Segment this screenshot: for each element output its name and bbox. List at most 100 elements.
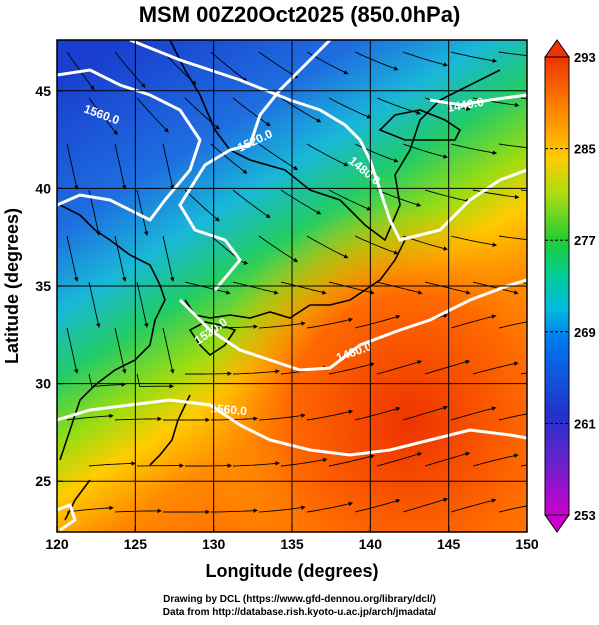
streamline: [162, 327, 175, 374]
x-tick-label: 140: [359, 536, 383, 552]
colorbar-tick-label: 293: [574, 50, 596, 65]
streamline: [258, 143, 299, 171]
streamline: [258, 235, 299, 263]
streamline: [376, 281, 423, 295]
streamline: [114, 508, 163, 514]
streamline: [306, 501, 354, 513]
streamline: [258, 321, 306, 329]
streamline: [498, 321, 527, 329]
streamline: [114, 143, 127, 190]
streamline: [136, 373, 175, 389]
streamline: [136, 281, 149, 328]
streamline: [498, 235, 527, 241]
streamline: [450, 51, 498, 63]
wind-streamlines: [66, 51, 527, 515]
streamline: [354, 314, 401, 329]
streamline: [66, 505, 114, 513]
streamline: [258, 413, 306, 421]
y-tick-label: 35: [35, 278, 51, 294]
streamline: [354, 406, 401, 421]
streamline: [184, 189, 220, 222]
streamline: [258, 51, 299, 79]
streamline: [472, 97, 520, 108]
streamline: [232, 461, 280, 467]
y-axis-label: Latitude (degrees): [2, 208, 22, 364]
colorbar-bar: [544, 56, 570, 516]
streamline: [450, 235, 498, 247]
streamline: [280, 189, 322, 215]
streamline: [498, 51, 527, 57]
streamline: [402, 143, 448, 159]
colorbar-tick-label: 261: [574, 416, 596, 431]
credit-drawing: Drawing by DCL (https://www.gfd-dennou.o…: [163, 594, 436, 605]
coastlines: [59, 40, 501, 521]
streamline: [354, 143, 399, 163]
streamline: [114, 327, 127, 374]
x-tick-label: 120: [45, 536, 69, 552]
streamline: [66, 235, 79, 282]
streamline: [472, 453, 519, 467]
y-tick-label: 25: [35, 473, 51, 489]
x-tick-label: 150: [515, 536, 539, 552]
streamline: [450, 143, 498, 155]
streamline: [354, 51, 399, 71]
streamline: [402, 51, 448, 67]
colorbar-tick-label: 285: [574, 142, 596, 157]
streamline: [136, 189, 149, 236]
streamline: [376, 452, 423, 467]
streamline: [114, 51, 146, 88]
streamline: [424, 451, 471, 467]
graticule: [57, 40, 527, 532]
contour-label: 1560.0: [210, 401, 248, 418]
streamline: [328, 362, 375, 375]
streamline: [306, 143, 349, 167]
streamline: [66, 327, 79, 374]
streamline: [328, 189, 372, 211]
contour-label: 1440.0: [446, 95, 485, 115]
streamline: [210, 51, 248, 82]
y-tick-label: 45: [35, 83, 51, 99]
streamline: [498, 143, 527, 149]
streamline: [232, 189, 271, 219]
streamline: [450, 498, 497, 513]
streamline: [354, 498, 401, 513]
height-contours: [57, 40, 527, 532]
streamline: [450, 406, 497, 421]
streamline: [306, 235, 349, 259]
streamline: [114, 235, 127, 282]
streamline: [376, 189, 422, 207]
streamline: [280, 97, 322, 123]
streamline: [472, 361, 519, 375]
credits: Drawing by DCL (https://www.gfd-dennou.o…: [0, 593, 599, 619]
streamline: [498, 505, 527, 513]
streamline: [354, 235, 399, 255]
streamline: [306, 409, 354, 421]
streamline: [210, 143, 248, 174]
streamline: [280, 281, 327, 295]
streamline: [424, 281, 471, 295]
colorbar-bottom-arrow: [544, 514, 570, 533]
streamline: [258, 505, 306, 513]
colorbar: 293 285 277 269 261 253: [544, 39, 596, 533]
x-tick-label: 145: [437, 536, 461, 552]
colorbar-tick-label: 269: [574, 325, 596, 340]
streamline: [402, 497, 449, 513]
streamline: [450, 314, 497, 329]
streamline: [88, 373, 126, 387]
x-tick-label: 130: [202, 536, 226, 552]
streamline: [88, 461, 136, 467]
streamline: [211, 508, 259, 513]
streamline: [88, 281, 101, 328]
streamline: [328, 281, 375, 295]
streamline: [162, 143, 175, 190]
streamline: [88, 97, 118, 136]
colorbar-tick-label: 253: [574, 508, 596, 523]
streamline: [402, 405, 449, 421]
streamline: [184, 281, 231, 295]
streamline: [424, 189, 471, 203]
map-title: MSM 00Z20Oct2025 (850.0hPa): [138, 2, 461, 27]
streamline: [211, 324, 259, 329]
streamline: [136, 97, 169, 133]
streamline: [328, 454, 375, 467]
